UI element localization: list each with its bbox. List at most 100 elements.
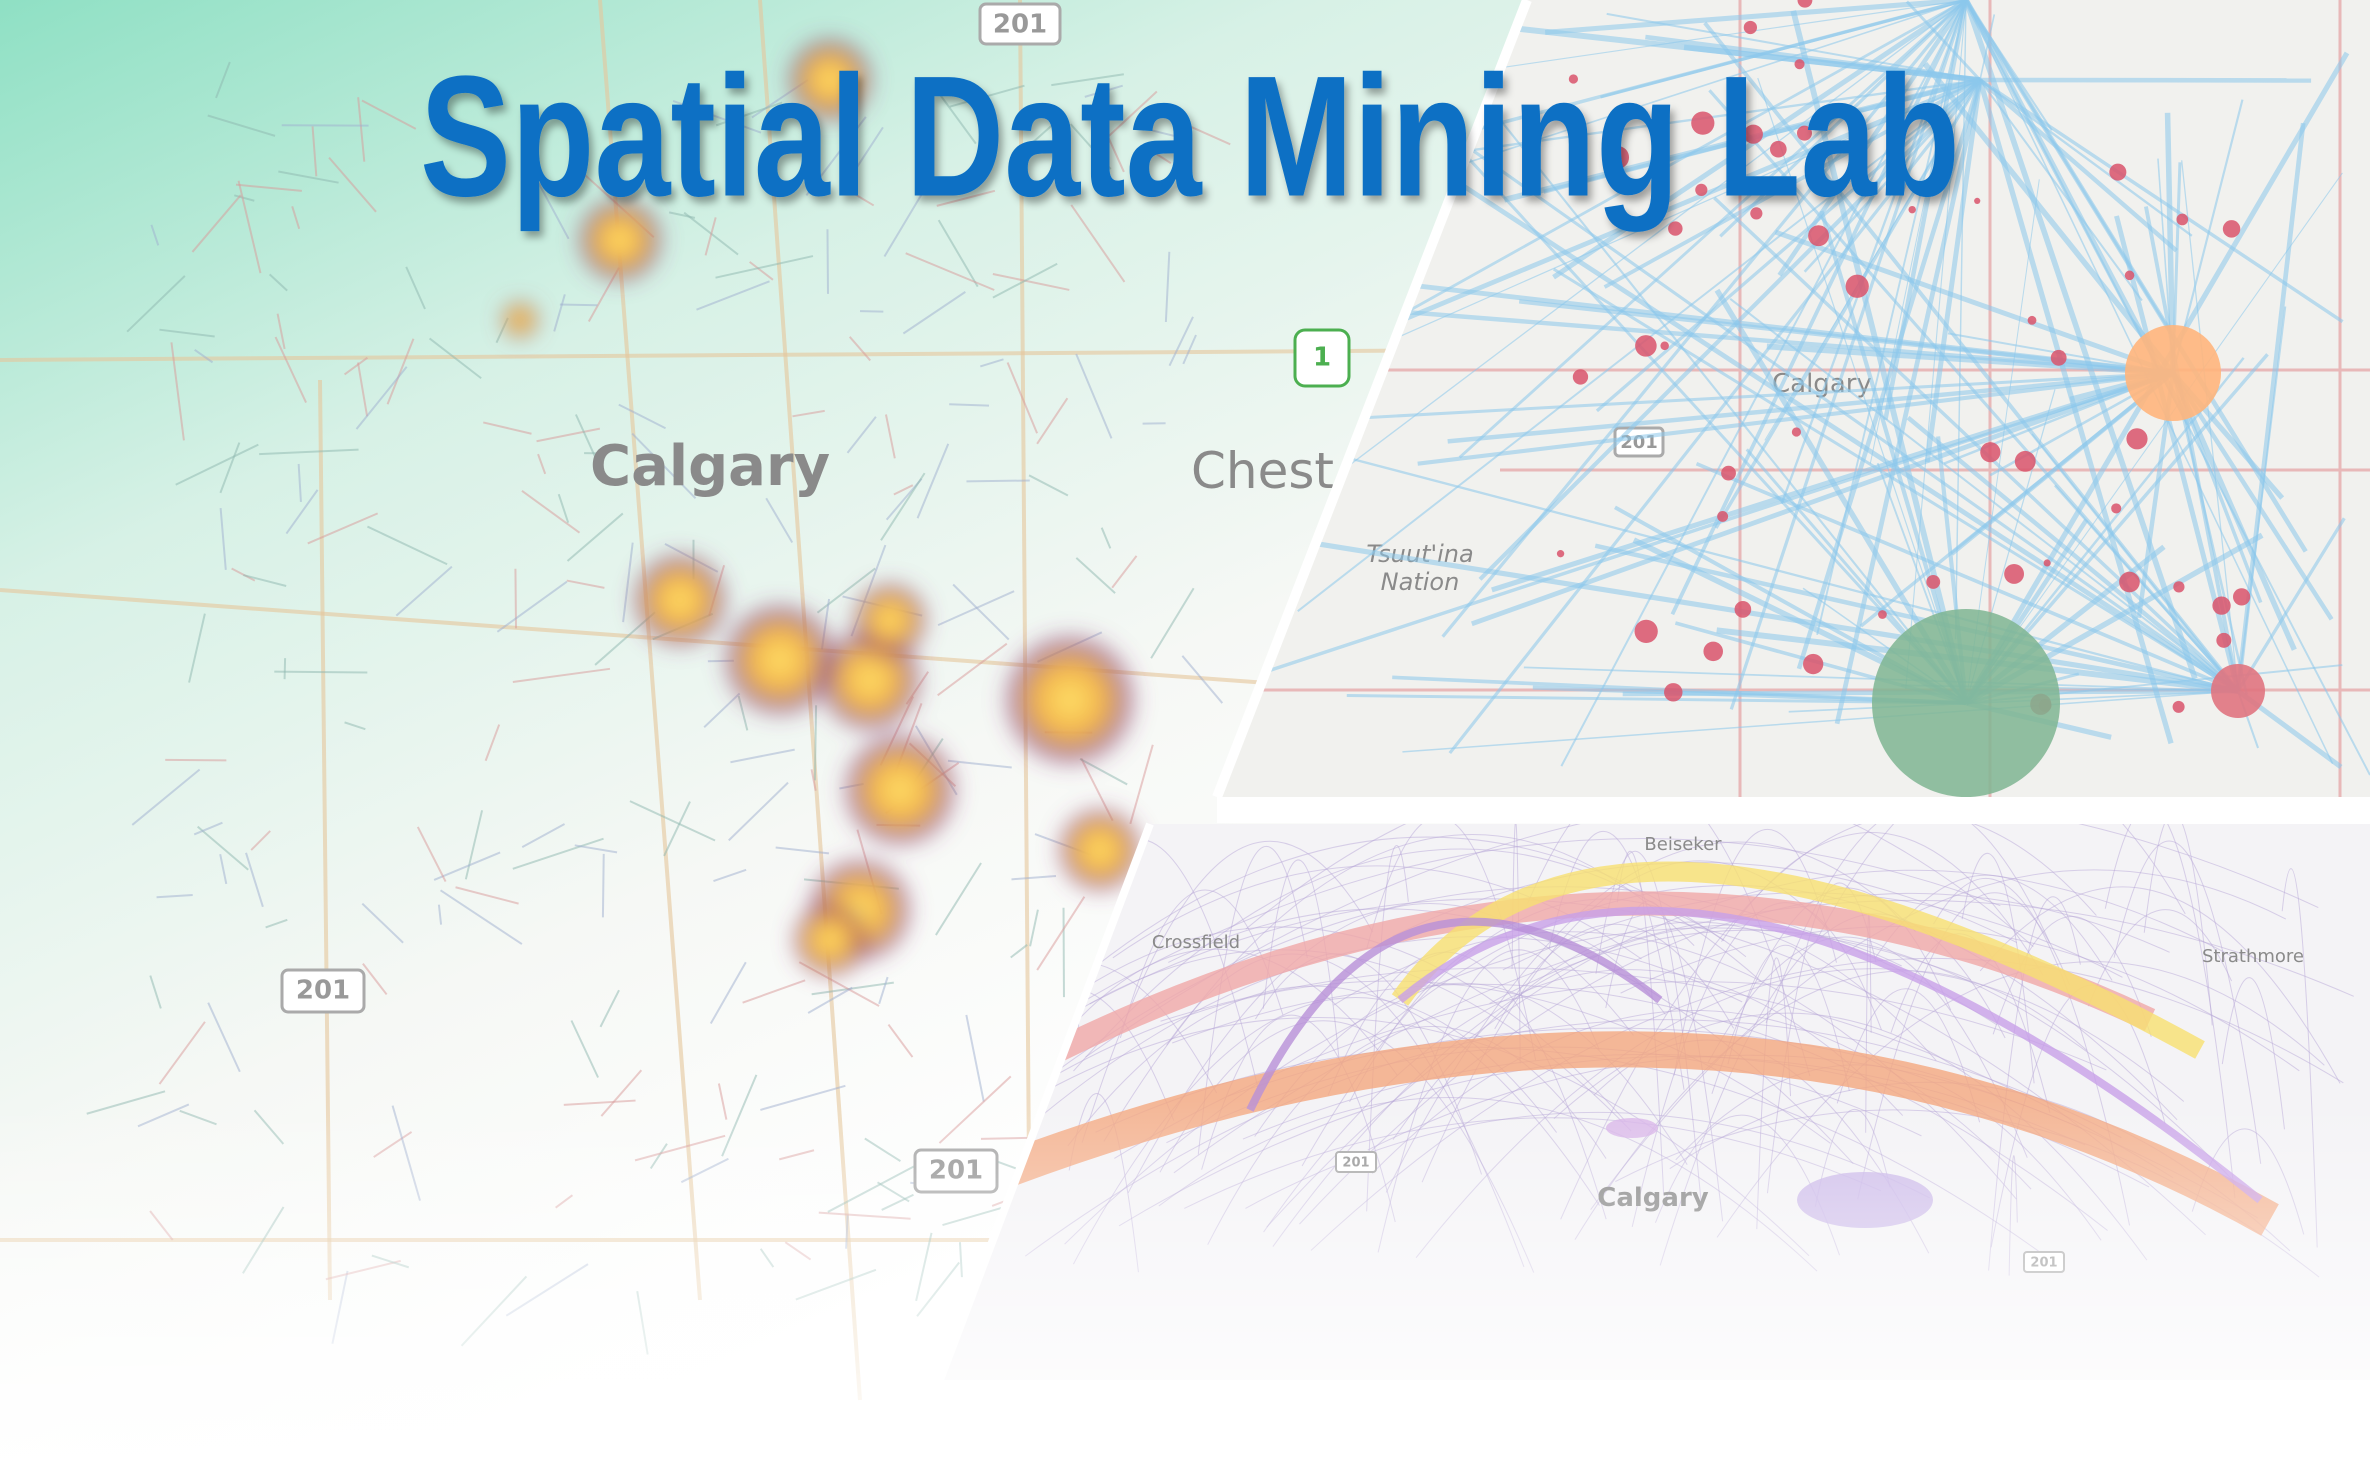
node — [2172, 700, 2185, 713]
flow-edge — [2031, 433, 2239, 692]
arc — [1197, 846, 1308, 1155]
trajectory — [149, 975, 162, 1009]
trajectory — [816, 567, 876, 614]
flow-edge — [1965, 172, 2343, 704]
node — [1695, 183, 1708, 197]
heatmap — [500, 35, 1145, 980]
trajectory — [992, 272, 1070, 291]
trajectory — [715, 101, 783, 127]
trajectory — [878, 976, 889, 1005]
trajectory — [826, 229, 829, 294]
flow-edge — [1965, 0, 2053, 131]
place-label: Chest — [1191, 442, 1334, 500]
trajectory — [1028, 114, 1064, 147]
heat-spot — [850, 580, 930, 660]
trajectory — [357, 362, 369, 417]
trajectory — [437, 904, 443, 925]
trajectory — [902, 291, 966, 335]
trajectory — [355, 366, 408, 430]
trajectory — [1070, 204, 1126, 283]
trajectory — [965, 1014, 985, 1102]
trajectory — [1152, 129, 1193, 142]
divider — [1212, 0, 1532, 799]
trajectory — [357, 97, 366, 162]
trajectory — [1106, 90, 1158, 139]
trajectory — [880, 472, 926, 541]
trajectory — [937, 91, 977, 145]
trajectory — [455, 886, 519, 905]
arc — [1254, 982, 1688, 1165]
trajectory — [715, 255, 814, 279]
trajectory — [622, 542, 634, 623]
node — [1734, 601, 1752, 618]
trajectory — [1150, 587, 1195, 659]
arc — [2143, 824, 2213, 1026]
trajectory — [484, 724, 501, 762]
trajectory — [367, 525, 448, 566]
flow-edge — [1834, 79, 1983, 725]
shield-label: 1 — [1313, 343, 1331, 373]
flow-edge — [1552, 267, 2239, 693]
flow-edge — [1544, 0, 1967, 35]
trajectory — [250, 830, 271, 851]
node — [1803, 653, 1824, 675]
trajectory — [1011, 875, 1057, 881]
flow-edge — [1420, 20, 1967, 704]
flow-edge — [1600, 0, 1967, 99]
node — [2014, 450, 2036, 472]
trajectory — [1069, 123, 1112, 170]
flow-edge — [1780, 0, 1968, 505]
flow-edge — [1470, 370, 2174, 627]
node — [1572, 369, 1589, 385]
flow-edge — [1318, 541, 2239, 694]
arc — [1979, 886, 2341, 1084]
trajectory — [792, 409, 825, 418]
trajectory — [259, 448, 359, 456]
node — [2111, 503, 2122, 514]
flow-edge — [1964, 0, 2170, 330]
heat-spot — [790, 900, 870, 980]
road-shield: 201 — [280, 968, 366, 1014]
node — [1634, 619, 1658, 644]
trajectory — [439, 889, 523, 945]
node — [2232, 588, 2251, 606]
node — [2216, 632, 2232, 648]
trajectory — [156, 893, 193, 899]
trajectory — [496, 580, 568, 633]
trajectory — [219, 853, 228, 885]
arc — [1085, 824, 2319, 1058]
trajectory — [1148, 107, 1231, 146]
place-label: Calgary — [590, 434, 830, 499]
arc — [1059, 948, 1398, 1076]
trajectory — [188, 613, 206, 683]
trajectory — [219, 442, 241, 494]
trajectory — [980, 358, 1004, 368]
node — [2027, 315, 2037, 325]
flow-edge — [1594, 543, 2239, 694]
trajectory — [126, 275, 186, 333]
trajectory — [884, 414, 896, 459]
trajectory — [521, 489, 581, 534]
arc — [1366, 824, 1537, 1061]
node — [1808, 225, 1830, 247]
trajectory — [813, 705, 818, 781]
flow-edge — [1979, 14, 1996, 81]
trajectory — [1181, 655, 1224, 704]
heat-spot — [575, 195, 665, 285]
trajectory — [1084, 84, 1124, 98]
flow-edge — [1310, 302, 2174, 376]
flow-edge — [1447, 370, 2174, 444]
trajectory — [307, 512, 379, 545]
trajectory — [405, 266, 426, 310]
node — [2126, 428, 2148, 450]
trajectory — [1168, 316, 1194, 367]
flow-edge — [2054, 484, 2239, 692]
node — [1796, 125, 1812, 141]
trajectory — [601, 853, 605, 918]
trajectory — [343, 356, 369, 376]
title: Spatial Data Mining Lab — [420, 40, 1960, 232]
trajectory — [574, 844, 618, 854]
arc — [1255, 953, 1483, 1175]
